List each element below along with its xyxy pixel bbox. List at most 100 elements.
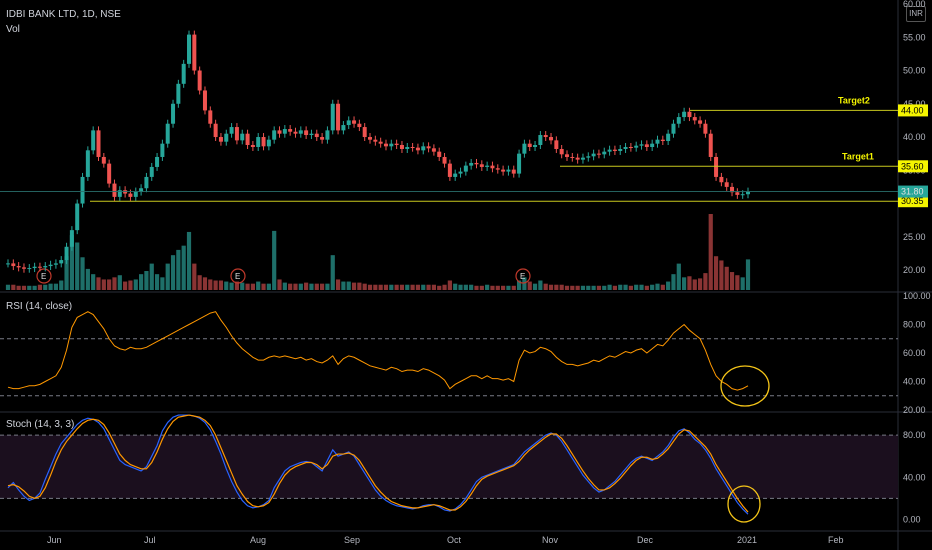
volume-bar-104: [559, 284, 564, 290]
volume-bar-95: [511, 285, 516, 290]
volume-bar-26: [144, 271, 149, 290]
candle-body-12: [69, 230, 74, 247]
volume-bar-67: [362, 283, 367, 290]
volume-bar-33: [181, 245, 186, 290]
stoch-highlight-circle: [727, 485, 761, 523]
candle-body-56: [304, 130, 309, 136]
volume-bar-124: [666, 281, 671, 290]
candle-body-100: [538, 135, 543, 146]
candle-body-17: [96, 130, 101, 157]
candle-body-112: [602, 151, 607, 155]
candle-body-1: [11, 263, 16, 267]
volume-bar-138: [740, 277, 745, 290]
volume-bar-8: [48, 283, 53, 290]
stoch-line-1: [7, 414, 749, 513]
candle-body-18: [101, 156, 106, 164]
candle-body-110: [591, 153, 596, 157]
candle-body-4: [27, 268, 32, 270]
volume-bar-128: [687, 276, 692, 290]
candle-body-136: [730, 186, 735, 193]
volume-bar-1: [11, 284, 16, 290]
stoch-tick-label-1: 40.00: [903, 472, 926, 482]
candle-body-24: [133, 191, 138, 197]
candle-body-36: [197, 70, 202, 91]
time-tick-label-6: Dec: [637, 535, 654, 545]
volume-bar-32: [176, 249, 181, 290]
level-name-0: Target2: [838, 95, 870, 105]
candle-body-86: [463, 165, 468, 172]
candle-body-107: [575, 157, 580, 160]
candle-body-76: [410, 147, 415, 148]
volume-bar-42: [229, 282, 234, 290]
candle-body-55: [298, 130, 303, 134]
candle-body-21: [117, 190, 122, 197]
volume-bar-108: [580, 285, 586, 290]
candle-body-139: [746, 191, 750, 195]
candle-body-50: [272, 130, 277, 140]
candle-body-65: [352, 120, 357, 124]
candle-body-19: [107, 163, 112, 184]
candle-body-120: [644, 144, 649, 147]
candle-body-119: [639, 144, 644, 146]
candle-body-68: [368, 137, 373, 140]
volume-bar-9: [53, 283, 59, 290]
candle-body-53: [288, 129, 293, 132]
volume-bar-130: [697, 278, 703, 290]
volume-bar-139: [745, 259, 751, 290]
candle-body-74: [399, 145, 404, 149]
symbol-title: IDBI BANK LTD, 1D, NSE: [6, 9, 121, 20]
volume-bar-129: [692, 279, 697, 290]
candle-body-90: [485, 165, 490, 167]
volume-bar-51: [277, 279, 282, 290]
volume-bar-41: [224, 281, 229, 290]
candle-body-62: [336, 103, 341, 131]
last-price-box: [898, 185, 928, 198]
stoch-title: Stoch (14, 3, 3): [6, 419, 74, 430]
volume-bar-30: [165, 263, 170, 290]
candle-body-64: [346, 120, 351, 126]
volume-bar-53: [288, 283, 293, 290]
candle-body-42: [229, 127, 234, 134]
volume-bar-109: [586, 285, 591, 290]
candle-body-33: [181, 63, 186, 84]
candle-body-78: [421, 146, 426, 151]
candle-body-8: [48, 264, 53, 267]
volume-bar-65: [351, 282, 357, 290]
candle-body-41: [224, 133, 229, 142]
volume-bar-64: [346, 281, 351, 290]
candle-body-104: [559, 148, 564, 155]
volume-bar-70: [378, 284, 383, 290]
volume-bar-3: [21, 285, 27, 290]
candle-body-34: [187, 34, 192, 64]
candle-body-31: [171, 103, 176, 124]
time-tick-label-7: 2021: [737, 535, 757, 545]
volume-bar-2: [16, 285, 21, 290]
time-tick-label-1: Jul: [144, 535, 156, 545]
volume-bar-73: [394, 284, 399, 290]
volume-bar-131: [703, 273, 708, 290]
candle-body-23: [128, 193, 133, 197]
volume-bar-28: [154, 274, 160, 290]
volume-bar-113: [607, 284, 612, 290]
volume-bar-58: [314, 283, 319, 290]
volume-bar-82: [442, 284, 447, 290]
time-tick-label-0: Jun: [47, 535, 62, 545]
candle-body-2: [16, 266, 21, 268]
candle-body-71: [383, 143, 388, 147]
volume-bar-112: [602, 285, 607, 290]
price-tick-label-2: 50.00: [903, 66, 926, 76]
candle-body-40: [218, 137, 223, 142]
volume-bar-18: [101, 279, 106, 290]
candle-body-83: [447, 163, 452, 177]
rsi-line: [7, 311, 749, 391]
price-tick-label-4: 40.00: [903, 132, 926, 142]
candle-body-73: [394, 143, 399, 146]
price-tick-label-8: 20.00: [903, 265, 926, 275]
volume-bar-107: [575, 285, 580, 290]
candle-body-77: [415, 147, 420, 151]
rsi-tick-label-1: 80.00: [903, 320, 926, 330]
volume-bar-10: [59, 280, 64, 290]
rsi-highlight-circle: [720, 365, 770, 407]
currency-badge[interactable]: INR: [906, 6, 926, 22]
